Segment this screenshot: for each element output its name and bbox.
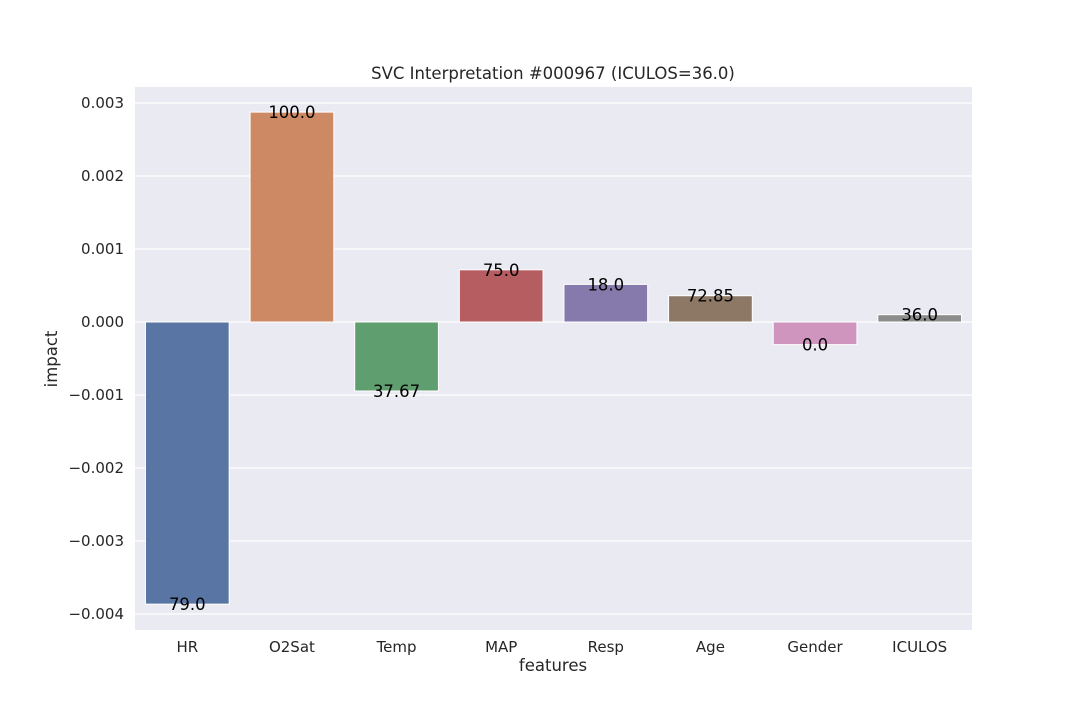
x-tick-label: Gender bbox=[787, 638, 843, 656]
bar-value-label: 72.85 bbox=[687, 287, 734, 306]
bar-resp bbox=[563, 283, 649, 323]
bar-map bbox=[458, 269, 544, 323]
y-tick-label: −0.002 bbox=[68, 459, 124, 477]
bar-temp bbox=[354, 321, 439, 392]
gridlines bbox=[135, 102, 972, 615]
bars bbox=[144, 111, 963, 605]
bar-value-label: 18.0 bbox=[587, 275, 624, 294]
x-tick-label: O2Sat bbox=[269, 638, 315, 656]
bar-o2sat bbox=[249, 111, 335, 323]
x-tick-label: Temp bbox=[376, 638, 417, 656]
bar-value-label: 0.0 bbox=[802, 336, 828, 355]
x-tick-label: ICULOS bbox=[892, 638, 947, 656]
x-tick-label: MAP bbox=[485, 638, 517, 656]
bar-value-label: 75.0 bbox=[483, 261, 520, 280]
x-tick-labels: HR O2Sat Temp MAP Resp Age Gender ICULOS bbox=[176, 638, 947, 656]
bar-gender bbox=[772, 321, 858, 346]
x-tick-label: Resp bbox=[588, 638, 624, 656]
y-tick-label: 0.000 bbox=[81, 313, 124, 331]
y-tick-label: 0.001 bbox=[81, 240, 124, 258]
bar-value-label: 79.0 bbox=[169, 595, 206, 614]
bar-age bbox=[668, 295, 753, 323]
x-axis-label: features bbox=[519, 656, 587, 675]
y-axis-label: impact bbox=[42, 330, 61, 387]
bar-value-label: 100.0 bbox=[268, 103, 315, 122]
x-tick-label: HR bbox=[176, 638, 198, 656]
chart-title: SVC Interpretation #000967 (ICULOS=36.0) bbox=[371, 64, 735, 83]
bar-labels: 79.0 100.0 37.67 75.0 18.0 72.85 0.0 36.0 bbox=[169, 103, 938, 614]
y-tick-label: 0.003 bbox=[81, 94, 124, 112]
y-tick-label: −0.003 bbox=[68, 532, 124, 550]
bar-iculos bbox=[877, 314, 963, 323]
x-tick-label: Age bbox=[696, 638, 725, 656]
y-tick-label: −0.001 bbox=[68, 386, 124, 404]
y-tick-label: −0.004 bbox=[68, 605, 124, 623]
bar-value-label: 37.67 bbox=[373, 382, 420, 401]
bar-value-label: 36.0 bbox=[901, 306, 938, 325]
y-tick-label: 0.002 bbox=[81, 167, 124, 185]
bar-hr bbox=[144, 321, 230, 605]
y-tick-labels: −0.004 −0.003 −0.002 −0.001 0.000 0.001 0.002 0… bbox=[68, 94, 124, 623]
